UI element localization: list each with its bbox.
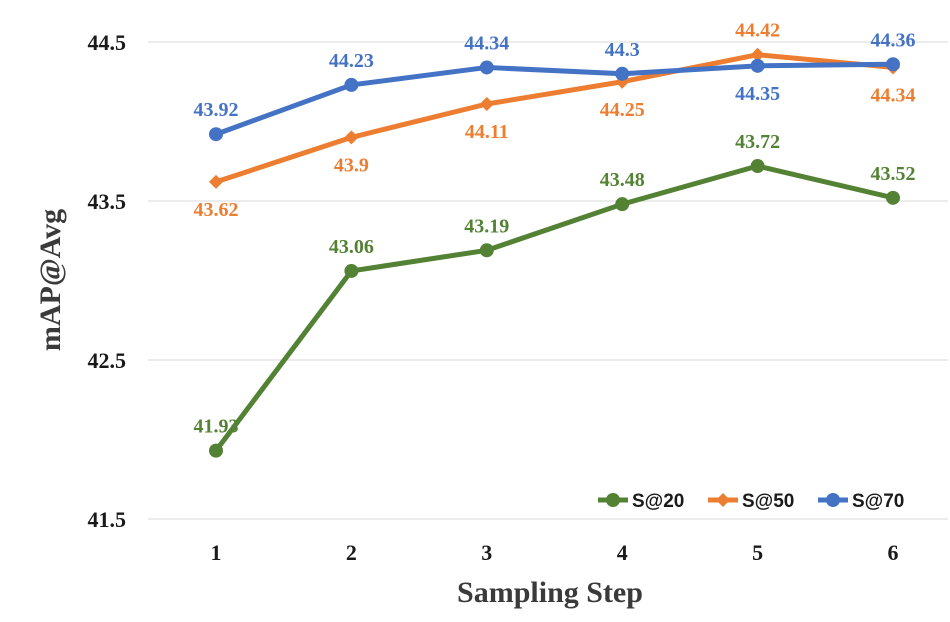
data-label-s50: 44.42 [735,20,780,42]
data-label-s20: 43.52 [871,163,916,185]
data-label-s70: 43.92 [194,99,239,121]
data-point-s50 [344,130,359,145]
x-tick-label: 6 [888,540,899,565]
data-point-s20 [209,443,223,458]
data-point-s50 [209,174,223,189]
data-label-s70: 44.3 [605,39,640,61]
legend-item-s50: S@50 [708,491,794,512]
y-tick-label: 43.5 [88,189,127,214]
legend-label: S@20 [632,491,684,512]
data-label-s70: 44.36 [871,29,916,51]
data-point-s20 [344,263,359,278]
x-axis-title: Sampling Step [457,576,643,609]
data-point-s70 [750,58,765,73]
legend: S@20 S@50 S@70 [598,491,904,512]
legend-label: S@70 [852,491,904,512]
data-point-s70 [209,127,223,142]
data-point-s50 [479,97,494,112]
data-label-s70: 44.23 [329,50,374,72]
data-point-s70 [479,60,494,75]
series-line-s50 [213,52,896,185]
data-label-s20: 43.48 [600,169,645,191]
data-label-s20: 43.06 [329,236,374,258]
x-tick-label: 1 [211,540,222,565]
data-point-s20 [750,159,765,174]
data-label-s50: 44.34 [871,84,916,106]
data-label-s20: 41.93 [194,416,239,438]
data-point-s70 [344,77,359,92]
legend-swatch-marker [606,493,620,507]
legend-swatch-marker [826,493,840,507]
series-s20 [209,159,900,458]
x-tick-label: 2 [346,540,357,565]
data-labels: 41.93 43.06 43.19 43.48 43.72 43.52 43.62 43.9 4… [194,20,916,438]
data-label-s50: 43.9 [334,154,369,176]
data-label-s20: 43.19 [464,215,509,237]
legend-item-s70: S@70 [818,491,904,512]
data-point-s20 [479,243,494,258]
data-label-s50: 44.11 [465,121,509,143]
series-line-s20 [213,163,896,454]
legend-swatch-marker [716,493,730,507]
y-tick-label: 42.5 [88,348,127,373]
legend-item-s20: S@20 [598,491,684,512]
data-label-s50: 43.62 [194,199,239,221]
x-tick-label: 5 [752,540,763,565]
data-label-s70: 44.34 [464,32,509,54]
x-tick-label: 4 [617,540,628,565]
data-label-s70: 44.35 [735,83,780,105]
y-axis-ticks: 41.5 42.5 43.5 44.5 [88,30,127,532]
data-label-s50: 44.25 [600,99,645,121]
series-s70 [209,57,900,142]
y-axis-title: mAP@Avg [34,209,67,351]
data-point-s50 [750,47,765,62]
data-point-s20 [615,197,630,212]
series-lines [209,47,900,458]
data-point-s70 [615,66,630,81]
legend-label: S@50 [742,491,794,512]
data-point-s70 [886,57,900,72]
y-tick-label: 41.5 [88,507,127,532]
y-tick-label: 44.5 [88,30,127,55]
data-point-s20 [886,190,900,205]
x-tick-label: 3 [481,540,492,565]
x-axis-ticks: 1 2 3 4 5 6 [211,540,899,565]
series-line-s70 [213,61,896,137]
data-label-s20: 43.72 [735,131,780,153]
